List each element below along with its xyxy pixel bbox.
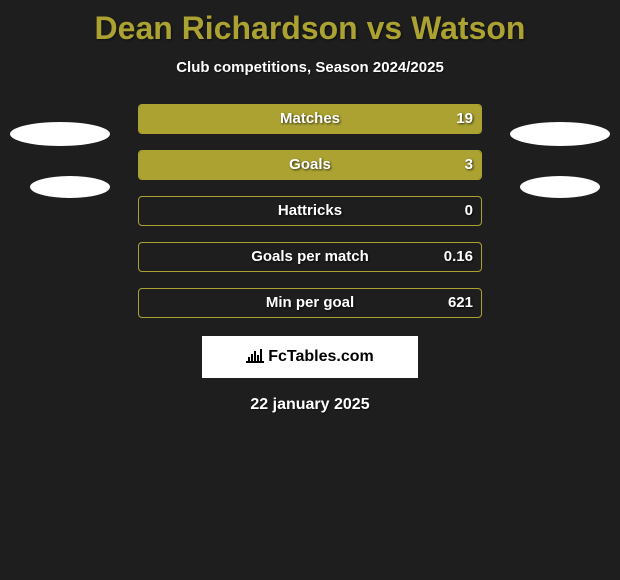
stat-row: Goals per match0.16 xyxy=(138,242,482,272)
stat-bar: Min per goal621 xyxy=(138,288,482,318)
stat-label: Hattricks xyxy=(139,202,481,219)
fctables-logo: FcTables.com xyxy=(202,336,418,378)
stat-value: 621 xyxy=(448,294,473,311)
stats-chart: Matches19 Goals3 Hattricks0 Goals per match… xyxy=(0,104,620,318)
chart-icon xyxy=(246,347,264,368)
stat-value: 3 xyxy=(465,156,473,173)
stat-bar: Goals per match0.16 xyxy=(138,242,482,272)
logo-text: FcTables.com xyxy=(268,348,374,366)
stat-bar: Hattricks0 xyxy=(138,196,482,226)
stat-bar: Goals3 xyxy=(138,150,482,180)
stat-row: Matches19 xyxy=(138,104,482,134)
stat-row: Min per goal621 xyxy=(138,288,482,318)
page-title: Dean Richardson vs Watson xyxy=(0,0,620,47)
subtitle: Club competitions, Season 2024/2025 xyxy=(0,59,620,76)
stat-label: Min per goal xyxy=(139,294,481,311)
stat-label: Goals per match xyxy=(139,248,481,265)
stat-label: Goals xyxy=(139,156,481,173)
stat-value: 0.16 xyxy=(444,248,473,265)
date-label: 22 january 2025 xyxy=(0,396,620,414)
stat-row: Hattricks0 xyxy=(138,196,482,226)
stat-value: 19 xyxy=(456,110,473,127)
stat-row: Goals3 xyxy=(138,150,482,180)
stat-value: 0 xyxy=(465,202,473,219)
stat-bar: Matches19 xyxy=(138,104,482,134)
stat-label: Matches xyxy=(139,110,481,127)
